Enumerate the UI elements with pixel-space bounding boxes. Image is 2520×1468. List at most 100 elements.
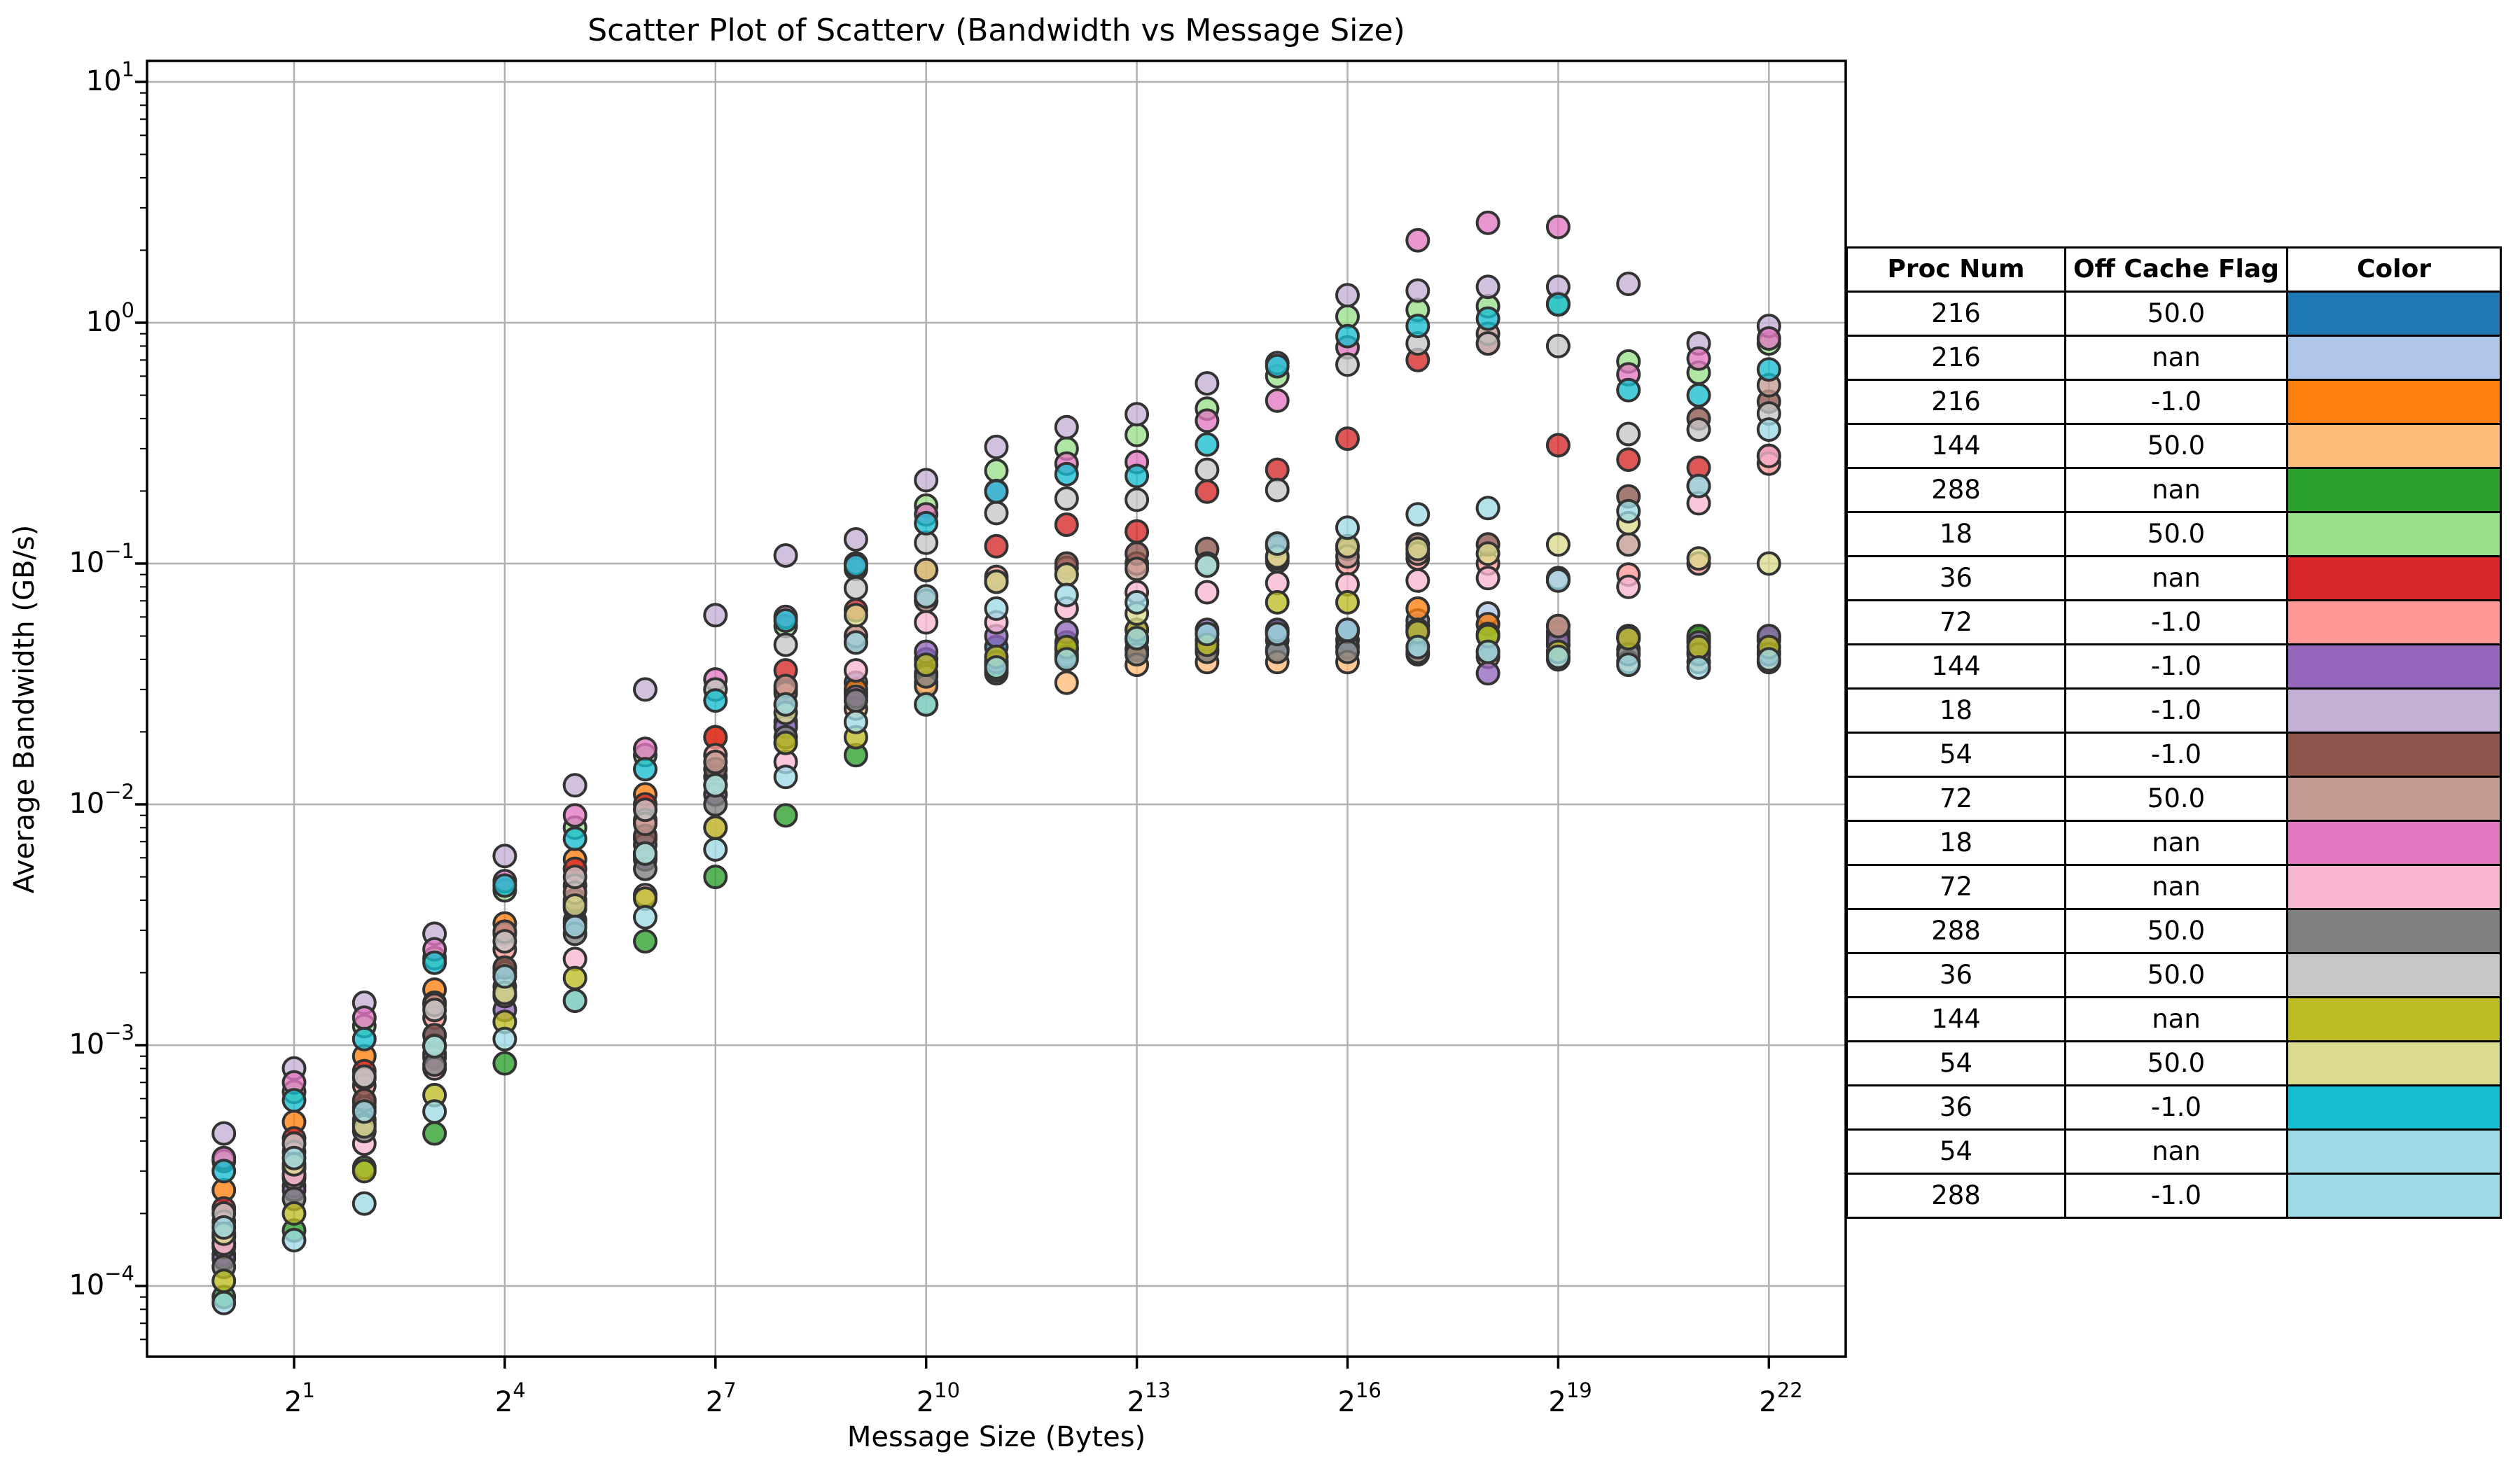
scatter-point: [562, 865, 587, 890]
legend-color-swatch: [2286, 996, 2502, 1042]
scatter-point: [562, 988, 587, 1013]
scatter-point: [1475, 210, 1501, 235]
legend-off-cache-flag: -1.0: [2064, 1084, 2288, 1131]
scatter-point: [211, 1268, 237, 1294]
legend-color-swatch: [2286, 908, 2502, 954]
scatter-point: [984, 533, 1009, 559]
legend-off-cache-flag: nan: [2064, 555, 2288, 601]
scatter-point: [984, 458, 1009, 483]
scatter-point: [1475, 661, 1501, 686]
scatter-point: [281, 1228, 307, 1252]
y-axis-label: Average Bandwidth (GB/s): [8, 525, 41, 894]
scatter-point: [351, 1099, 377, 1124]
legend-proc-num: 216: [1846, 379, 2066, 425]
scatter-point: [1475, 274, 1501, 300]
legend-proc-num: 216: [1846, 291, 2066, 337]
legend-proc-num: 54: [1846, 1128, 2066, 1175]
legend-color-swatch: [2286, 423, 2502, 469]
scatter-point: [1616, 574, 1641, 599]
legend-color-swatch: [2286, 379, 2502, 425]
legend-row: 36 -1.0: [1846, 1084, 2502, 1131]
scatter-point: [1405, 278, 1430, 303]
legend-off-cache-flag: -1.0: [2064, 1173, 2288, 1219]
scatter-point: [1405, 314, 1430, 339]
scatter-point: [843, 553, 868, 578]
scatter-point: [492, 929, 517, 954]
x-tick-label: 219: [1548, 1378, 1592, 1418]
scatter-point: [1125, 487, 1150, 512]
scatter-point: [1335, 617, 1360, 643]
legend-proc-num: 72: [1846, 776, 2066, 822]
scatter-point: [703, 749, 728, 774]
scatter-point: [562, 965, 587, 991]
scatter-point: [633, 841, 657, 866]
scatter-point: [1054, 562, 1079, 587]
scatter-point: [703, 815, 728, 840]
legend-color-swatch: [2286, 732, 2502, 778]
legend-off-cache-flag: 50.0: [2064, 776, 2288, 822]
scatter-point: [773, 803, 798, 828]
x-tick-label: 222: [1759, 1378, 1802, 1418]
x-tick-label: 216: [1338, 1378, 1381, 1418]
scatter-point: [1686, 473, 1711, 498]
legend-table-container: Proc Num Off Cache Flag Color 216 50.0 216 nan…: [1846, 246, 2502, 1219]
legend-table: Proc Num Off Cache Flag Color 216 50.0 216 nan…: [1846, 246, 2502, 1219]
scatter-point: [1616, 498, 1641, 524]
scatter-point: [773, 632, 798, 657]
scatter-point: [1335, 283, 1360, 308]
scatter-point: [1756, 417, 1781, 442]
scatter-point: [1545, 532, 1571, 557]
legend-proc-num: 54: [1846, 1040, 2066, 1086]
scatter-point: [1475, 639, 1501, 664]
legend-off-cache-flag: 50.0: [2064, 952, 2288, 998]
scatter-point: [1405, 596, 1430, 621]
scatter-point: [1195, 408, 1220, 433]
legend-color-swatch: [2286, 776, 2502, 822]
scatter-point: [1265, 622, 1290, 647]
scatter-point: [281, 1088, 307, 1113]
scatter-point: [281, 1201, 307, 1226]
scatter-point: [633, 929, 657, 954]
axis-ticks: [135, 81, 1771, 1369]
scatter-point: [351, 1191, 377, 1216]
scatter-point: [1475, 541, 1501, 566]
scatter-point: [562, 773, 587, 798]
legend-header-off-cache-flag: Off Cache Flag: [2064, 246, 2288, 293]
scatter-point: [633, 904, 657, 930]
scatter-point: [1475, 331, 1501, 356]
scatter-point: [1265, 457, 1290, 482]
legend-off-cache-flag: 50.0: [2064, 1040, 2288, 1086]
legend-color-swatch: [2286, 467, 2502, 513]
scatter-point: [422, 1099, 447, 1124]
scatter-point: [984, 596, 1009, 621]
chart-title: Scatter Plot of Scatterv (Bandwidth vs M…: [587, 13, 1405, 48]
scatter-point: [351, 1005, 377, 1030]
legend-row: 54 nan: [1846, 1128, 2502, 1175]
scatter-point: [1335, 426, 1360, 452]
scatter-point: [914, 510, 939, 536]
scatter-point: [1686, 383, 1711, 408]
scatter-point: [984, 479, 1009, 504]
legend-off-cache-flag: -1.0: [2064, 643, 2288, 690]
x-axis-label: Message Size (Bytes): [847, 1421, 1146, 1453]
scatter-point: [914, 652, 939, 678]
scatter-point: [703, 773, 728, 798]
legend-row: 288 -1.0: [1846, 1173, 2502, 1219]
scatter-point: [914, 610, 939, 635]
legend-row: 144 nan: [1846, 996, 2502, 1042]
scatter-point: [211, 1290, 237, 1315]
scatter-point: [773, 608, 798, 633]
x-tick-label: 21: [284, 1378, 315, 1418]
legend-row: 54 -1.0: [1846, 732, 2502, 778]
y-tick-label: 10−2: [69, 780, 134, 820]
scatter-point: [843, 575, 868, 601]
legend-color-swatch: [2286, 291, 2502, 337]
legend-off-cache-flag: 50.0: [2064, 908, 2288, 954]
scatter-point: [1195, 580, 1220, 605]
scatter-point: [703, 603, 728, 628]
scatter-point: [351, 1064, 377, 1089]
scatter-point: [1125, 463, 1150, 489]
scatter-point: [1756, 443, 1781, 468]
scatter-point: [1545, 433, 1571, 458]
legend-header-proc-num: Proc Num: [1846, 246, 2066, 293]
